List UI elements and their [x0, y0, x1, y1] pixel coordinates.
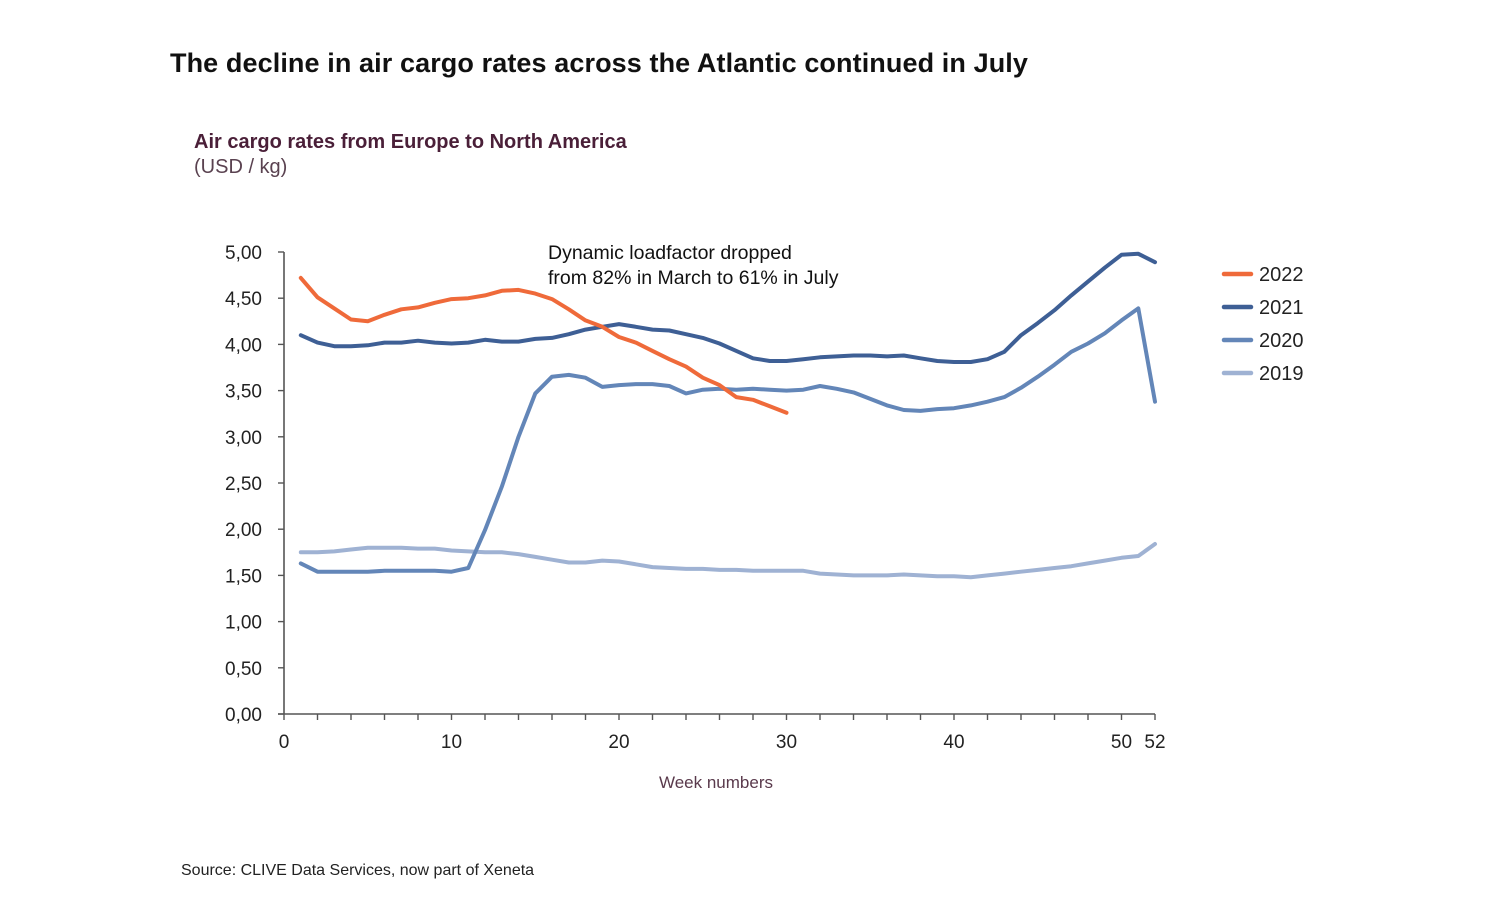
y-tick-label: 2,50 — [225, 474, 262, 495]
legend-label-2020: 2020 — [1259, 330, 1304, 352]
x-axis-title: Week numbers — [659, 773, 773, 792]
y-tick-label: 0,00 — [225, 705, 262, 726]
x-ticks: 0 10 20 30 40 50 52 — [279, 714, 1166, 753]
x-tick-label: 20 — [608, 732, 629, 753]
legend-label-2021: 2021 — [1259, 297, 1304, 319]
y-tick-label: 4,00 — [225, 335, 262, 356]
legend-label-2019: 2019 — [1259, 363, 1304, 385]
x-tick-label: 52 — [1144, 732, 1165, 753]
chart-title: Air cargo rates from Europe to North Ame… — [194, 131, 627, 153]
y-tick-label: 4,50 — [225, 289, 262, 310]
y-tick-label: 1,50 — [225, 566, 262, 587]
axes — [278, 252, 1155, 715]
y-tick-label: 5,00 — [225, 243, 262, 264]
series-line-2022 — [298, 275, 789, 415]
x-tick-label: 10 — [441, 732, 462, 753]
y-tick-label: 3,00 — [225, 428, 262, 449]
page-title: The decline in air cargo rates across th… — [170, 48, 1029, 78]
y-tick-label: 3,50 — [225, 382, 262, 403]
x-tick-label: 30 — [776, 732, 797, 753]
y-tick-label: 2,00 — [225, 520, 262, 541]
x-tick-label: 40 — [943, 732, 964, 753]
legend-label-2022: 2022 — [1259, 264, 1304, 286]
x-tick-label: 50 — [1111, 732, 1132, 753]
legend: 2022 2021 2020 2019 — [1221, 264, 1304, 385]
annotation-line-1: Dynamic loadfactor dropped — [548, 242, 792, 264]
y-tick-label: 0,50 — [225, 659, 262, 680]
series-line-2019 — [298, 542, 1157, 580]
x-tick-label: 0 — [279, 732, 290, 753]
y-tick-label: 1,00 — [225, 613, 262, 634]
source-note: Source: CLIVE Data Services, now part of… — [181, 862, 535, 879]
series-line-2021 — [298, 251, 1157, 364]
series-lines — [298, 251, 1157, 580]
chart-unit-label: (USD / kg) — [194, 156, 288, 178]
y-ticks: 0,00 0,50 1,00 1,50 2,00 2,50 3,00 3,50 4,00 4,50… — [225, 243, 284, 726]
annotation: Dynamic loadfactor dropped from 82% in M… — [548, 242, 839, 289]
annotation-line-2: from 82% in March to 61% in July — [548, 267, 839, 289]
